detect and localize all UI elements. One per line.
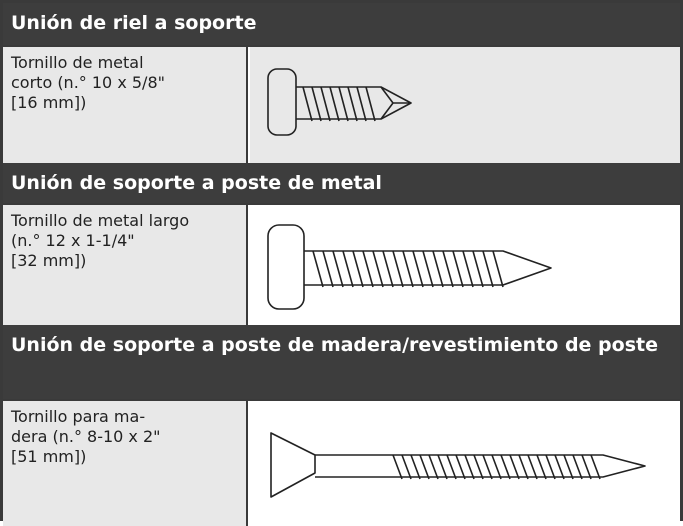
screw-tip — [380, 86, 411, 120]
row: Tornillo para ma- dera (n.° 8-10 x 2" [5… — [3, 399, 680, 526]
screw-head — [267, 224, 305, 310]
description: Tornillo de metal corto (n.° 10 x 5/8" [… — [3, 47, 248, 163]
section-title: Unión de soporte a poste de metal — [3, 163, 680, 203]
screw-thread — [392, 454, 601, 480]
description-line: corto (n.° 10 x 5/8" — [11, 73, 165, 92]
screw-illustrations — [267, 68, 646, 498]
description-line: [16 mm]) — [11, 93, 87, 112]
description: Tornillo de metal largo (n.° 12 x 1-1/4"… — [3, 205, 248, 325]
row: Tornillo de metal corto (n.° 10 x 5/8" [… — [3, 45, 680, 163]
section-title: Unión de soporte a poste de madera/reves… — [3, 325, 680, 399]
screw-shank — [304, 250, 552, 286]
description-line: Tornillo para ma- — [11, 407, 146, 426]
description: Tornillo para ma- dera (n.° 8-10 x 2" [5… — [3, 401, 248, 526]
description-line: Tornillo de metal largo — [11, 211, 190, 230]
description-line: dera (n.° 8-10 x 2" — [11, 427, 161, 446]
image-cell — [250, 47, 680, 163]
description-line: [51 mm]) — [11, 447, 87, 466]
screw-shank — [315, 454, 646, 478]
screw-head — [267, 68, 297, 136]
description-line: [32 mm]) — [11, 251, 87, 270]
screw-head — [270, 432, 316, 498]
screw-thread — [302, 86, 376, 122]
row: Tornillo de metal largo (n.° 12 x 1-1/4"… — [3, 203, 680, 325]
screw-thread — [312, 250, 504, 288]
description-line: (n.° 12 x 1-1/4" — [11, 231, 135, 250]
description-line: Tornillo de metal — [11, 53, 144, 72]
section-title: Unión de riel a soporte — [3, 3, 680, 45]
